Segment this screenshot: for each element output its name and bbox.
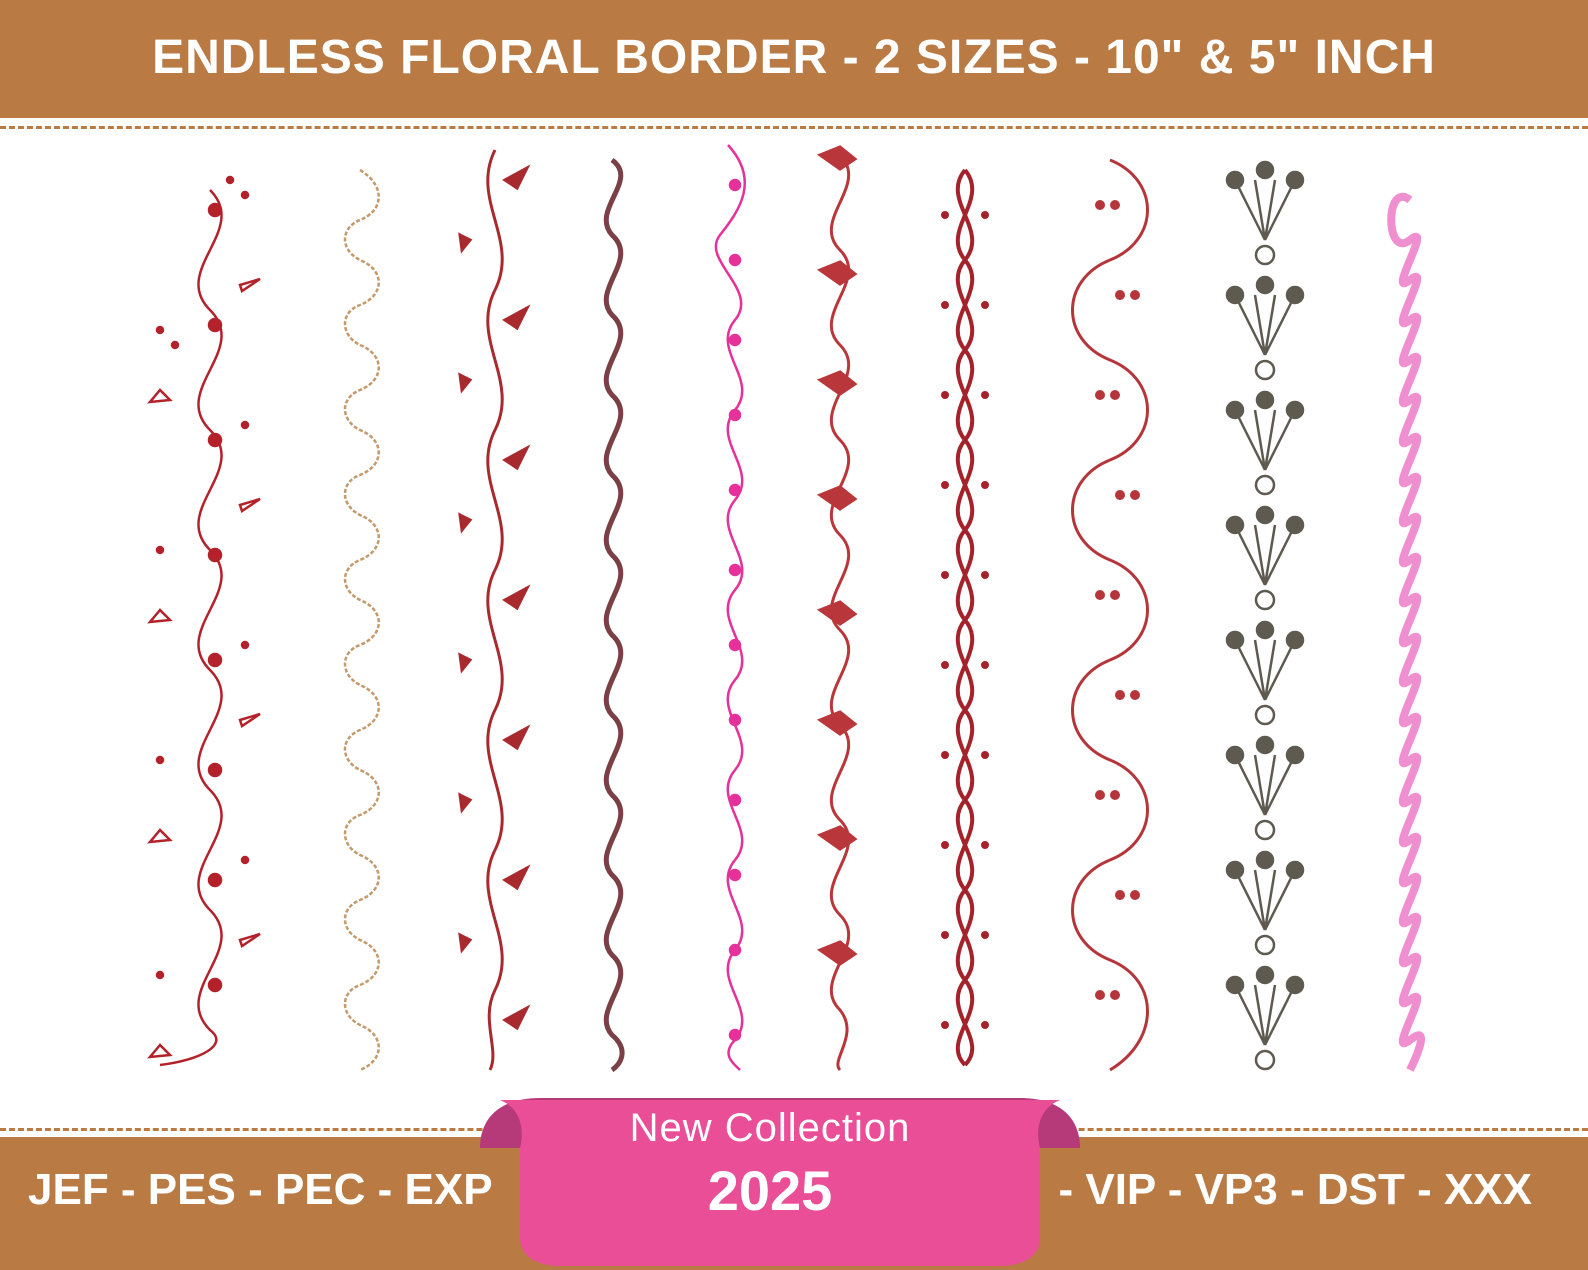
header-band: ENDLESS FLORAL BORDER - 2 SIZES - 10" & …: [0, 0, 1588, 118]
new-collection-badge: [480, 1098, 1080, 1266]
border-2-tan-spiral: [343, 168, 380, 1072]
badge-year: 2025: [707, 1159, 833, 1222]
page-title: ENDLESS FLORAL BORDER - 2 SIZES - 10" & …: [152, 31, 1436, 84]
border-4-plum-wave: [603, 157, 625, 1073]
border-9-fan-and-dot: [1225, 160, 1305, 1071]
border-1-leafy-vine: [147, 175, 261, 1067]
border-5-pink-wave: [714, 144, 747, 1071]
border-designs: [147, 144, 1426, 1073]
border-6-tulip-scroll: [816, 145, 858, 1072]
formats-right: - VIP - VP3 - DST - XXX: [1058, 1165, 1532, 1214]
formats-left: JEF - PES - PEC - EXP: [28, 1165, 493, 1214]
stitch-divider-top: [0, 126, 1588, 129]
border-7-interlaced-scroll: [941, 168, 989, 1067]
badge-ribbon-body: [500, 1100, 1060, 1266]
border-10-pink-spiral-chain: [1387, 193, 1426, 1072]
border-8-berry-scroll: [1071, 158, 1149, 1072]
badge-label: New Collection: [629, 1106, 911, 1150]
border-3-red-leaf-vine: [458, 149, 531, 1071]
